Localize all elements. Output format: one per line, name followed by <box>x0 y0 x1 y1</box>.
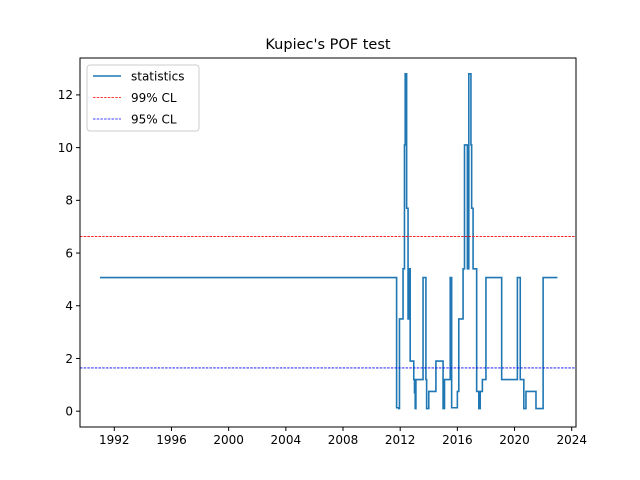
y-tick-label: 8 <box>65 194 73 208</box>
legend-label: 95% CL <box>131 112 177 126</box>
series-line-statistics <box>100 73 558 410</box>
legend-label: 99% CL <box>131 91 177 105</box>
x-tick-label: 2020 <box>499 433 530 447</box>
plot-area <box>80 73 576 410</box>
legend: statistics 99% CL 95% CL <box>86 64 200 132</box>
x-tick-label: 2012 <box>385 433 416 447</box>
y-tick-label: 2 <box>65 352 73 366</box>
legend-box <box>86 64 200 132</box>
y-tick-label: 12 <box>58 88 73 102</box>
chart-title: Kupiec's POF test <box>265 37 391 53</box>
x-tick-label: 2008 <box>328 433 359 447</box>
x-tick-label: 2016 <box>442 433 473 447</box>
axes-ticks: 1992 1996 2000 2004 2008 2012 2016 2020 2024 0 2 4 6… <box>58 88 587 447</box>
x-tick-label: 1992 <box>99 433 130 447</box>
legend-label: statistics <box>131 69 185 83</box>
x-tick-label: 1996 <box>156 433 187 447</box>
x-tick-label: 2004 <box>271 433 302 447</box>
y-tick-label: 6 <box>65 246 73 260</box>
y-tick-label: 0 <box>65 404 73 418</box>
x-tick-label: 2024 <box>556 433 587 447</box>
y-tick-label: 4 <box>65 299 73 313</box>
y-tick-label: 10 <box>58 141 73 155</box>
x-tick-label: 2000 <box>213 433 244 447</box>
axes-frame <box>79 57 577 428</box>
